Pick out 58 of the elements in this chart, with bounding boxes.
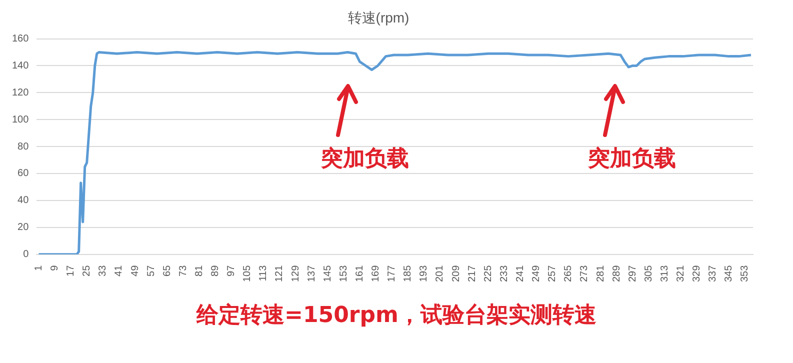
x-tick-label: 201	[434, 264, 446, 282]
x-tick-label: 33	[98, 264, 109, 276]
x-tick-label: 153	[338, 264, 350, 282]
x-tick-label: 281	[595, 264, 606, 282]
x-tick-label: 121	[274, 264, 286, 282]
x-tick-label: 265	[563, 264, 574, 282]
x-tick-label: 161	[354, 264, 366, 282]
y-tick-label: 160	[12, 34, 30, 45]
x-tick-label: 145	[322, 264, 334, 282]
x-tick-label: 89	[210, 264, 222, 276]
x-tick-label: 105	[242, 264, 254, 282]
x-tick-label: 25	[82, 264, 93, 276]
x-tick-label: 289	[611, 264, 622, 282]
text: 给定转速=150rpm，试验台架实测转速	[195, 302, 598, 330]
x-tick-label: 353	[740, 264, 751, 282]
x-tick-label: 313	[659, 264, 670, 282]
annotation: 突加负载	[320, 146, 409, 172]
x-tick-label: 225	[482, 264, 494, 282]
y-tick-label: 20	[18, 222, 30, 234]
x-tick-label: 305	[643, 264, 654, 282]
x-tick-label: 57	[146, 264, 157, 276]
x-tick-label: 257	[547, 264, 558, 282]
x-tick-label: 337	[708, 264, 719, 282]
x-tick-label: 185	[402, 264, 414, 282]
x-tick-label: 177	[386, 264, 398, 282]
y-tick-label: 120	[12, 87, 30, 98]
y-tick-label: 80	[18, 141, 30, 152]
x-tick-label: 329	[692, 264, 703, 282]
x-tick-label: 65	[162, 264, 173, 276]
x-tick-label: 241	[515, 264, 526, 282]
x-tick-label: 41	[114, 264, 125, 276]
y-tick-label: 100	[12, 114, 30, 126]
x-tick-label: 17	[66, 264, 77, 276]
x-tick-label: 9	[49, 264, 60, 271]
x-tick-label: 321	[676, 264, 687, 282]
x-tick-label: 297	[627, 264, 638, 282]
x-tick-label: 233	[498, 264, 510, 282]
x-tick-label: 249	[531, 264, 542, 282]
x-tick-label: 81	[194, 264, 205, 276]
x-tick-label: 49	[130, 264, 141, 276]
x-tick-label: 129	[290, 264, 302, 282]
x-tick-label: 113	[258, 264, 270, 282]
chart-title: 转速(rpm)	[348, 9, 410, 26]
x-tick-label: 217	[466, 264, 478, 282]
annotation: 突加负载	[587, 146, 676, 172]
x-tick-label: 345	[724, 264, 735, 282]
x-tick-label: 73	[178, 264, 189, 276]
y-tick-label: 40	[18, 195, 30, 206]
x-tick-label: 209	[450, 264, 462, 282]
y-tick-label: 140	[12, 60, 30, 72]
y-tick-label: 60	[18, 168, 30, 180]
x-tick-label: 193	[418, 264, 430, 282]
x-tick-label: 97	[226, 264, 238, 276]
x-tick-label: 1	[33, 264, 44, 271]
x-tick-label: 273	[579, 264, 590, 282]
x-tick-label: 169	[370, 264, 382, 282]
y-tick-label: 0	[23, 249, 30, 260]
x-tick-label: 137	[306, 264, 318, 282]
